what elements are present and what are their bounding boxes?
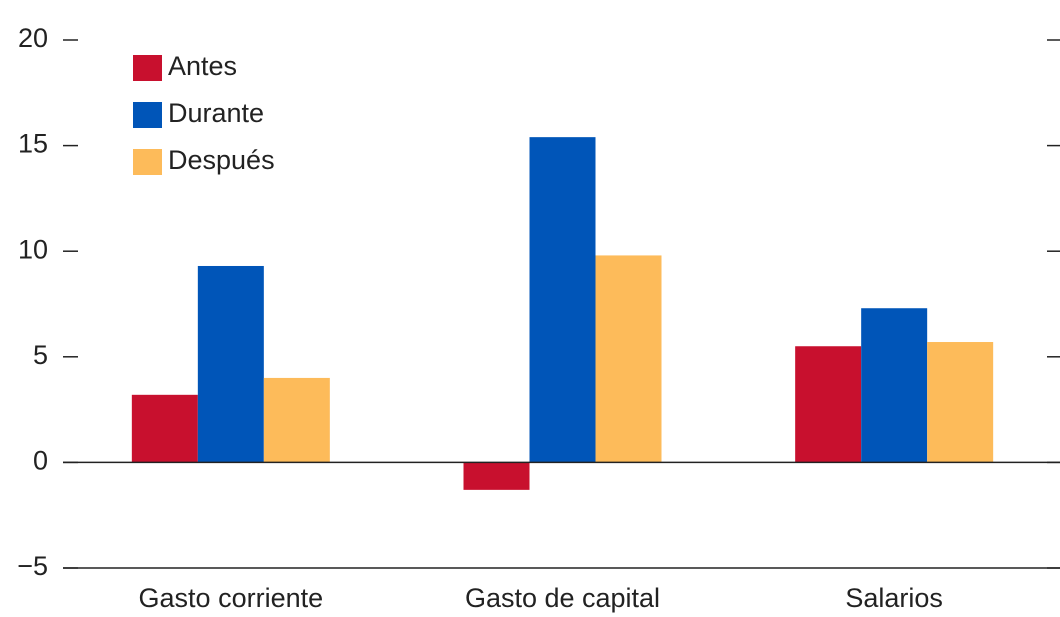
legend-swatch [133, 55, 162, 81]
y-tick-label: 5 [33, 340, 48, 370]
bar [263, 377, 330, 463]
legend-label: Durante [168, 98, 264, 128]
bar [927, 342, 994, 463]
bar [197, 265, 264, 463]
y-tick-label: 10 [18, 234, 48, 264]
bar [131, 394, 198, 463]
y-tick-label: 15 [18, 129, 48, 159]
y-tick-label: 0 [33, 446, 48, 476]
legend-label: Antes [168, 51, 237, 81]
bar [463, 462, 530, 490]
bar [595, 255, 662, 463]
bar [529, 137, 596, 463]
bar [795, 346, 862, 463]
y-tick-label: −5 [17, 551, 48, 581]
legend-swatch [133, 149, 162, 175]
legend-label: Después [168, 145, 275, 175]
y-tick-label: 20 [18, 23, 48, 53]
x-tick-label: Gasto corriente [139, 583, 324, 613]
legend-swatch [133, 102, 162, 128]
x-tick-label: Gasto de capital [465, 583, 660, 613]
x-tick-label: Salarios [845, 583, 943, 613]
bar [861, 308, 928, 463]
